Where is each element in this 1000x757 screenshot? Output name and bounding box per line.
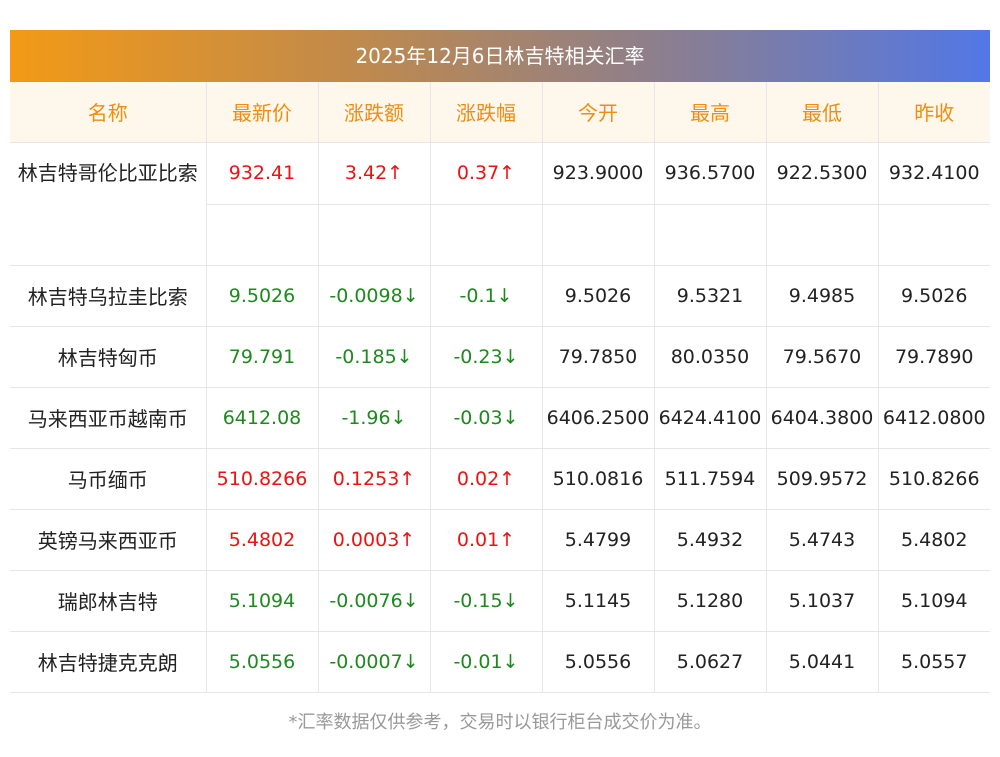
row-high: 80.0350 (654, 326, 767, 388)
row-change: 0.1253↑ (318, 448, 431, 510)
row-prev: 6412.0800 (878, 387, 990, 449)
row-pct: -0.01↓ (430, 631, 543, 693)
title-banner: 2025年12月6日林吉特相关汇率 (10, 30, 990, 82)
row-change: 3.42↑ (318, 142, 431, 266)
row-prev: 9.5026 (878, 265, 990, 327)
row-open: 923.9000 (542, 142, 655, 266)
row-name: 瑞郎林吉特 (10, 570, 207, 632)
header-open: 今开 (542, 82, 655, 143)
row-name: 英镑马来西亚币 (10, 509, 207, 571)
row-name: 林吉特匈币 (10, 326, 207, 388)
row-prev: 5.4802 (878, 509, 990, 571)
row-name: 马币缅币 (10, 448, 207, 510)
table-row: 林吉特匈币 79.791 -0.185↓ -0.23↓ 79.7850 80.0… (10, 326, 990, 388)
row-latest: 510.8266 (206, 448, 319, 510)
row-open-text: 923.9000 (542, 143, 653, 205)
header-pct: 涨跌幅 (430, 82, 543, 143)
row-latest-text: 932.41 (206, 143, 317, 205)
row-low: 5.0441 (766, 631, 879, 693)
row-name: 林吉特哥伦比亚比索 (10, 142, 207, 266)
row-open: 6406.2500 (542, 387, 655, 449)
row-pct: 0.37↑ (430, 142, 543, 266)
row-open: 510.0816 (542, 448, 655, 510)
row-latest: 5.0556 (206, 631, 319, 693)
row-pct: 0.02↑ (430, 448, 543, 510)
header-name: 名称 (10, 82, 207, 143)
row-high: 9.5321 (654, 265, 767, 327)
row-prev: 932.4100 (878, 142, 990, 266)
header-latest: 最新价 (206, 82, 319, 143)
row-latest: 932.41 (206, 142, 319, 266)
table-row: 瑞郎林吉特 5.1094 -0.0076↓ -0.15↓ 5.1145 5.12… (10, 570, 990, 632)
row-open: 79.7850 (542, 326, 655, 388)
row-change: -0.0098↓ (318, 265, 431, 327)
row-pct: -0.15↓ (430, 570, 543, 632)
row-change: 0.0003↑ (318, 509, 431, 571)
row-change-text: 3.42↑ (318, 143, 429, 205)
row-latest: 5.1094 (206, 570, 319, 632)
row-pct: -0.23↓ (430, 326, 543, 388)
row-change: -1.96↓ (318, 387, 431, 449)
row-open: 9.5026 (542, 265, 655, 327)
header-row: 名称 最新价 涨跌额 涨跌幅 今开 最高 最低 昨收 (10, 82, 990, 143)
row-high: 6424.4100 (654, 387, 767, 449)
exchange-rate-table: 名称 最新价 涨跌额 涨跌幅 今开 最高 最低 昨收 林吉特哥伦比亚比索 932… (10, 82, 990, 693)
table-row: 马币缅币 510.8266 0.1253↑ 0.02↑ 510.0816 511… (10, 448, 990, 510)
row-prev: 510.8266 (878, 448, 990, 510)
row-low: 509.9572 (766, 448, 879, 510)
row-low: 6404.3800 (766, 387, 879, 449)
row-high-text: 936.5700 (654, 143, 765, 205)
row-prev: 5.0557 (878, 631, 990, 693)
row-latest: 6412.08 (206, 387, 319, 449)
row-high: 5.4932 (654, 509, 767, 571)
table-row: 林吉特哥伦比亚比索 932.41 3.42↑ 0.37↑ 923.9000 93… (10, 142, 990, 266)
row-name: 林吉特捷克克朗 (10, 631, 207, 693)
row-low: 5.1037 (766, 570, 879, 632)
row-low: 5.4743 (766, 509, 879, 571)
row-pct-text: 0.37↑ (430, 143, 541, 205)
row-name: 林吉特乌拉圭比索 (10, 265, 207, 327)
row-change: -0.0076↓ (318, 570, 431, 632)
row-latest: 5.4802 (206, 509, 319, 571)
table-row: 林吉特捷克克朗 5.0556 -0.0007↓ -0.01↓ 5.0556 5.… (10, 631, 990, 693)
row-high: 936.5700 (654, 142, 767, 266)
row-high: 5.1280 (654, 570, 767, 632)
row-pct: 0.01↑ (430, 509, 543, 571)
table-row: 英镑马来西亚币 5.4802 0.0003↑ 0.01↑ 5.4799 5.49… (10, 509, 990, 571)
row-open: 5.0556 (542, 631, 655, 693)
header-low: 最低 (766, 82, 879, 143)
header-prev: 昨收 (878, 82, 990, 143)
row-open: 5.4799 (542, 509, 655, 571)
header-high: 最高 (654, 82, 767, 143)
row-prev: 5.1094 (878, 570, 990, 632)
row-prev: 79.7890 (878, 326, 990, 388)
row-prev-text: 932.4100 (878, 143, 990, 205)
table-row: 马来西亚币越南币 6412.08 -1.96↓ -0.03↓ 6406.2500… (10, 387, 990, 449)
row-low-text: 922.5300 (766, 143, 877, 205)
row-high: 5.0627 (654, 631, 767, 693)
row-open: 5.1145 (542, 570, 655, 632)
row-high: 511.7594 (654, 448, 767, 510)
table-row: 林吉特乌拉圭比索 9.5026 -0.0098↓ -0.1↓ 9.5026 9.… (10, 265, 990, 327)
row-low: 922.5300 (766, 142, 879, 266)
header-change: 涨跌额 (318, 82, 431, 143)
row-low: 9.4985 (766, 265, 879, 327)
row-pct: -0.1↓ (430, 265, 543, 327)
row-name-text: 林吉特哥伦比亚比索 (17, 160, 198, 185)
row-pct: -0.03↓ (430, 387, 543, 449)
row-change: -0.0007↓ (318, 631, 431, 693)
footnote: *汇率数据仅供参考，交易时以银行柜台成交价为准。 (288, 712, 712, 733)
row-latest: 79.791 (206, 326, 319, 388)
row-latest: 9.5026 (206, 265, 319, 327)
row-name: 马来西亚币越南币 (10, 387, 207, 449)
row-low: 79.5670 (766, 326, 879, 388)
row-change: -0.185↓ (318, 326, 431, 388)
